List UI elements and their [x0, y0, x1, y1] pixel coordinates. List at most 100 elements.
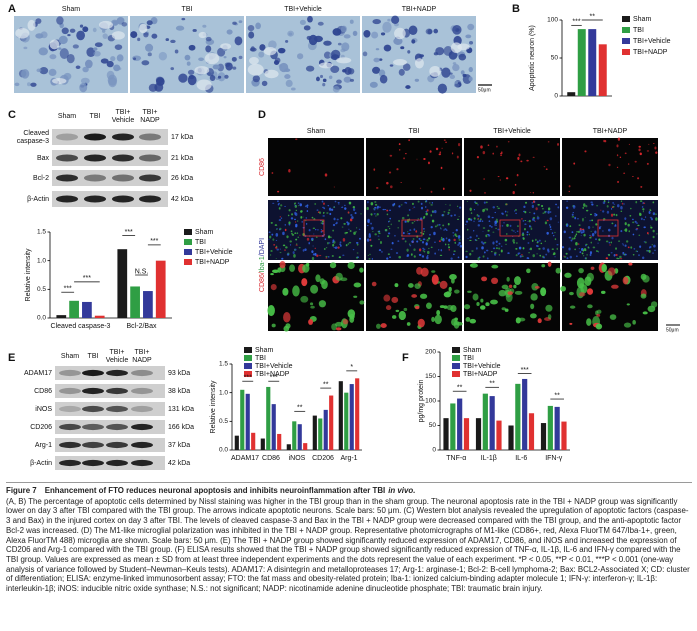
y-axis-label: Relative intensity [210, 380, 217, 433]
fluorescent-cell [431, 219, 435, 223]
fluorescent-cell [294, 218, 296, 221]
bar [338, 381, 343, 450]
fluorescent-cell [342, 238, 346, 242]
cell [389, 64, 394, 67]
fluorescent-cell [422, 232, 425, 235]
significance-label: *** [150, 238, 158, 245]
fluorescent-cell [554, 238, 557, 241]
cell [76, 30, 85, 41]
fluorescent-cell [465, 250, 468, 253]
fluorescent-cell [537, 204, 540, 206]
fluorescent-cell [475, 247, 478, 250]
legend-swatch [452, 347, 460, 353]
panel-label: D [258, 109, 266, 121]
fluorescent-cell [514, 210, 516, 212]
fluorescent-cell [387, 232, 391, 235]
fluorescent-cell [579, 229, 582, 233]
cell [393, 37, 403, 45]
cell [407, 50, 411, 54]
fluorescent-cell [371, 281, 377, 287]
fluorescent-cell [469, 236, 472, 239]
fluorescent-cell [516, 242, 518, 244]
fluorescent-cell [418, 237, 421, 240]
fluorescent-cell [388, 220, 391, 222]
cell [175, 25, 185, 31]
fluorescent-cell [621, 243, 624, 245]
fluorescent-cell [279, 215, 281, 218]
fluorescent-cell [483, 201, 486, 204]
column-label: TBI+NADP [402, 6, 437, 13]
fluorescent-cell [469, 189, 472, 193]
fluorescent-cell [457, 218, 460, 220]
cell [449, 74, 456, 80]
cell [268, 40, 277, 50]
fluorescent-cell [279, 248, 282, 250]
fluorescent-cell [382, 208, 385, 211]
panel-label: C [8, 109, 16, 121]
fluorescent-cell [585, 204, 588, 208]
fluorescent-cell [336, 218, 339, 221]
cell [255, 22, 261, 30]
fluorescent-cell [483, 178, 485, 180]
fluorescent-cell [504, 210, 507, 213]
fluorescent-cell [639, 213, 642, 216]
fluorescent-cell [412, 238, 415, 240]
fluorescent-cell [598, 226, 601, 230]
significance-label: ** [590, 13, 596, 20]
fluorescent-cell [517, 156, 520, 160]
fluorescent-cell [655, 151, 658, 154]
fluorescent-cell [444, 228, 447, 231]
fluorescent-cell [515, 212, 517, 215]
fluorescent-cell [638, 145, 641, 148]
fluorescent-cell [609, 314, 617, 320]
fluorescent-cell [406, 322, 411, 326]
bar [540, 423, 547, 450]
fluorescent-cell [500, 151, 503, 154]
fluorescent-cell [477, 237, 480, 239]
fluorescent-cell [487, 215, 491, 219]
fluorescent-cell [367, 254, 370, 256]
fluorescent-cell [332, 229, 334, 232]
cell [170, 67, 175, 71]
cell [174, 49, 179, 54]
fluorescent-cell [469, 239, 472, 242]
cell [330, 65, 340, 74]
fluorescent-cell [480, 241, 484, 244]
cell [343, 34, 351, 39]
fluorescent-cell [635, 228, 638, 231]
fluorescent-cell [289, 240, 292, 243]
bar [240, 389, 245, 450]
fluorescent-cell [466, 200, 469, 202]
fluorescent-cell [539, 254, 542, 257]
bar [318, 418, 323, 450]
cell [205, 36, 212, 42]
fluorescent-cell [356, 243, 359, 246]
cell [308, 34, 318, 46]
cell [100, 58, 109, 64]
fluorescent-cell [397, 226, 399, 229]
cell [382, 21, 392, 33]
fluorescent-cell [465, 255, 468, 259]
fluorescent-cell [448, 248, 451, 251]
fluorescent-cell [373, 208, 375, 210]
fluorescent-cell [646, 150, 650, 152]
x-tick-label: Cleaved caspase-3 [51, 323, 111, 330]
band [82, 441, 104, 449]
fluorescent-cell [514, 276, 522, 286]
significance-label: *** [521, 367, 529, 374]
fluorescent-cell [584, 257, 587, 260]
fluorescent-cell [288, 209, 291, 212]
fluorescent-cell [646, 162, 649, 165]
fluorescent-cell [599, 226, 602, 228]
cell [217, 72, 226, 82]
fluorescent-cell [656, 233, 658, 235]
cell [188, 44, 196, 51]
fluorescent-cell [430, 204, 433, 206]
band-size: 42 kDa [168, 460, 190, 467]
cell [21, 69, 30, 79]
fluorescent-cell [629, 207, 632, 210]
fluorescent-cell [433, 241, 436, 243]
fluorescent-cell [287, 214, 290, 217]
fluorescent-cell [377, 235, 380, 237]
fluorescent-cell [419, 293, 428, 299]
